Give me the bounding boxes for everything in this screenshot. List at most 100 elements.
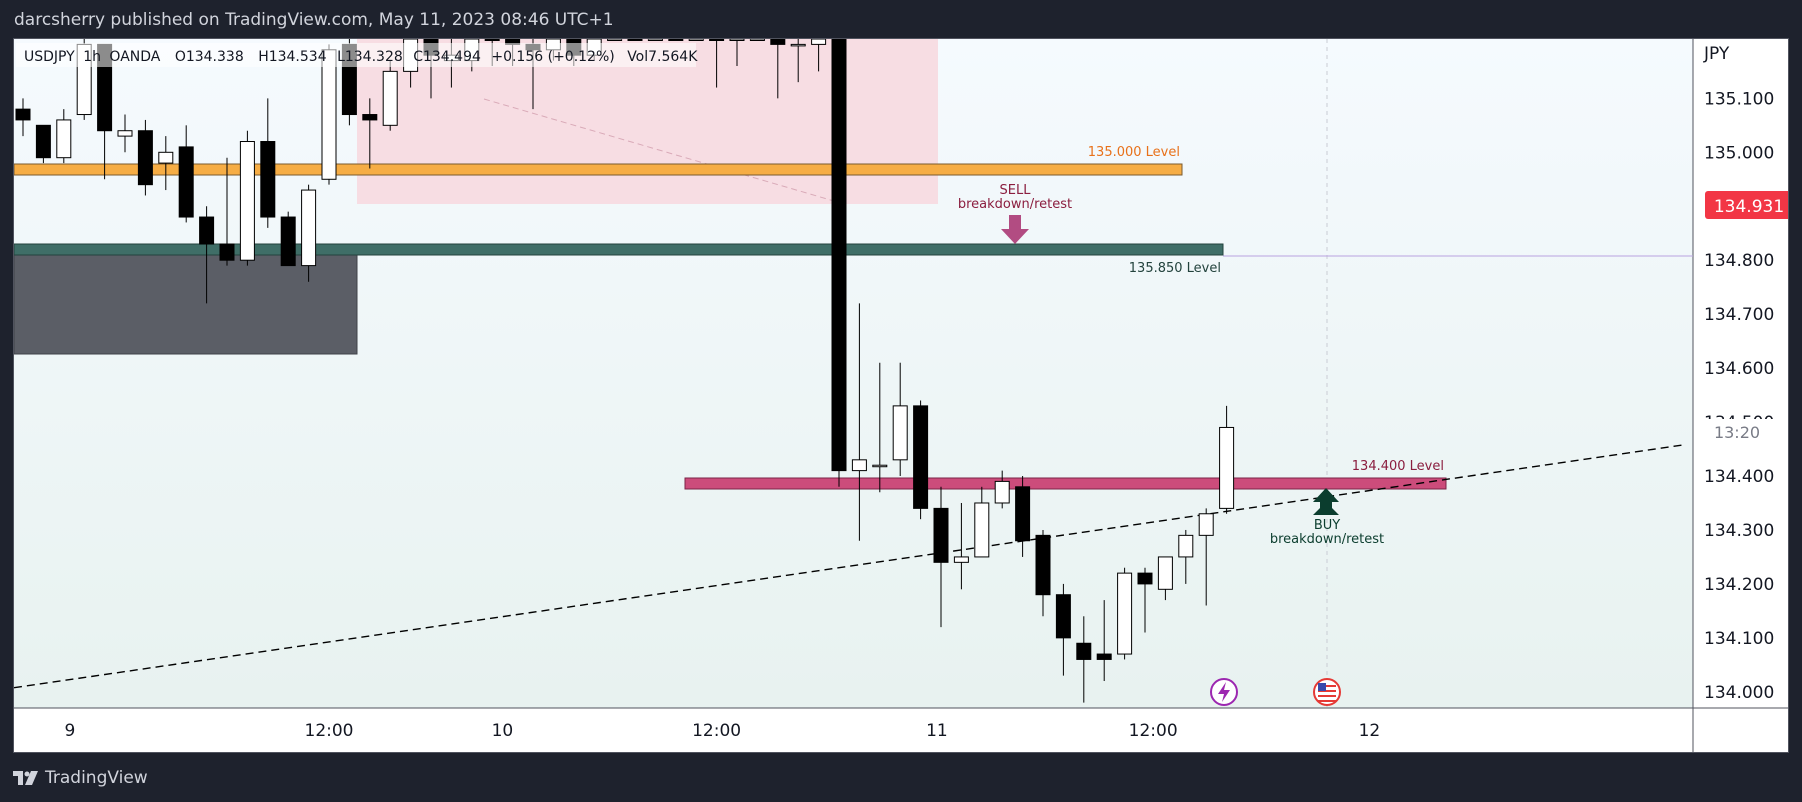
candle[interactable] [974, 486, 990, 558]
time-tick-label: 12:00 [1129, 721, 1178, 741]
candle[interactable] [688, 39, 704, 41]
candle[interactable] [321, 44, 337, 185]
candle[interactable] [382, 60, 398, 131]
price-tick-label: 134.300 [1704, 521, 1774, 541]
time-axis-background[interactable] [14, 708, 1693, 752]
candle[interactable] [913, 400, 929, 520]
candle-body-bullish [607, 39, 623, 41]
publish-info: darcsherry published on TradingView.com,… [14, 10, 614, 30]
level-135000-line[interactable] [14, 163, 1183, 176]
candle[interactable] [1117, 567, 1133, 660]
candle-body-bullish [872, 464, 888, 468]
candle[interactable] [851, 303, 867, 541]
event-us-flag-icon[interactable] [1313, 678, 1341, 706]
ohlc-legend[interactable]: USDJPY 1h OANDA O134.338 H134.534 L134.3… [16, 43, 698, 67]
candle[interactable] [239, 130, 255, 266]
price-tick-label: 134.700 [1704, 305, 1774, 325]
candle[interactable] [872, 362, 888, 493]
candle[interactable] [15, 98, 31, 137]
candle[interactable] [56, 109, 72, 164]
candle[interactable] [301, 184, 317, 282]
candle[interactable] [1015, 476, 1031, 557]
candle[interactable] [199, 206, 215, 304]
candle[interactable] [933, 486, 949, 628]
time-tick-label: 9 [65, 721, 76, 741]
sell-annotation[interactable]: SELL breakdown/retest [958, 183, 1072, 244]
candle[interactable] [770, 39, 786, 99]
candle-body-bearish [627, 39, 643, 41]
candle[interactable] [749, 39, 765, 41]
candle-body-bearish [1137, 572, 1153, 585]
candle-body-bearish [137, 130, 153, 186]
tradingview-brand: TradingView [45, 768, 148, 788]
legend-change: +0.156 (+0.12%) [491, 49, 614, 65]
candle[interactable] [1219, 405, 1235, 514]
level-135850-label: 135.850 Level [1129, 261, 1221, 276]
event-lightning-icon[interactable] [1210, 678, 1238, 706]
price-axis-ticks[interactable]: 135.100135.000134.900134.800134.700134.6… [1704, 89, 1774, 702]
candle[interactable] [831, 39, 847, 487]
last-price-label[interactable]: 134.931 [1705, 191, 1788, 219]
candle-body-bearish [362, 114, 378, 121]
candle[interactable] [1137, 567, 1153, 633]
level-134400-line[interactable] [684, 477, 1447, 490]
candle-body-bullish [647, 39, 663, 41]
level-134400-label: 134.400 Level [1352, 459, 1444, 474]
price-tick-label: 134.100 [1704, 629, 1774, 649]
candle[interactable] [1178, 529, 1194, 584]
level-135000-label: 135.000 Level [1088, 145, 1180, 160]
legend-interval: 1h [83, 49, 101, 65]
candle[interactable] [729, 39, 745, 66]
buy-annotation[interactable]: BUY breakdown/retest [1270, 488, 1384, 547]
tradingview-logo-icon [13, 771, 38, 785]
candle-body-bearish [1035, 534, 1051, 596]
chart-canvas[interactable]: 135.000 Level 135.850 Level 134.400 Leve… [14, 39, 1788, 752]
svg-text:USDJPY 1h OAND: USDJPY 1h OANDA O134.338 H134.534 L134.3… [24, 49, 698, 65]
candle[interactable] [362, 98, 378, 169]
candle[interactable] [117, 114, 133, 153]
legend-high: H134.534 [258, 49, 327, 65]
time-axis-ticks[interactable]: 9 12:00 10 12:00 11 12:00 12 [65, 721, 1381, 741]
trendline[interactable] [14, 444, 1685, 689]
candle[interactable] [647, 39, 663, 41]
candle[interactable] [35, 124, 51, 164]
candle[interactable] [668, 39, 684, 41]
price-tick-label: 134.200 [1704, 575, 1774, 595]
tradingview-logo[interactable]: TradingView [13, 768, 148, 788]
candle[interactable] [1035, 529, 1051, 617]
sell-title: SELL [1000, 183, 1032, 198]
candle[interactable] [137, 119, 153, 196]
price-tick-label: 134.600 [1704, 359, 1774, 379]
candle[interactable] [607, 39, 623, 41]
candle-body-bearish [1076, 642, 1092, 660]
gray-zone [14, 254, 358, 355]
candle[interactable] [1076, 616, 1092, 703]
price-axis-background[interactable] [1693, 39, 1788, 752]
chart-frame[interactable]: 135.000 Level 135.850 Level 134.400 Leve… [13, 38, 1789, 753]
candle[interactable] [994, 470, 1010, 509]
candle[interactable] [1055, 583, 1071, 676]
candle[interactable] [158, 136, 174, 191]
level-135850-line[interactable] [14, 243, 1224, 256]
candle[interactable] [280, 211, 296, 267]
candle-body-bearish [933, 507, 949, 563]
candle[interactable] [953, 502, 969, 590]
candle[interactable] [1198, 508, 1214, 606]
candle[interactable] [709, 39, 725, 88]
candle[interactable] [260, 98, 276, 228]
candle[interactable] [1157, 556, 1173, 601]
candle-body-bearish [484, 39, 500, 41]
price-tick-label: 135.100 [1704, 89, 1774, 109]
candle-body-bullish [851, 459, 867, 472]
candle[interactable] [219, 157, 235, 266]
candle-body-bullish [1198, 513, 1214, 536]
candle[interactable] [790, 39, 806, 83]
candle[interactable] [178, 125, 194, 223]
candle[interactable] [811, 39, 827, 72]
candle-body-bullish [1219, 426, 1235, 509]
candle[interactable] [892, 362, 908, 477]
candle[interactable] [627, 39, 643, 41]
candle[interactable] [1096, 600, 1112, 682]
legend-symbol: USDJPY [24, 49, 75, 65]
sell-arrow-icon [1001, 215, 1029, 244]
